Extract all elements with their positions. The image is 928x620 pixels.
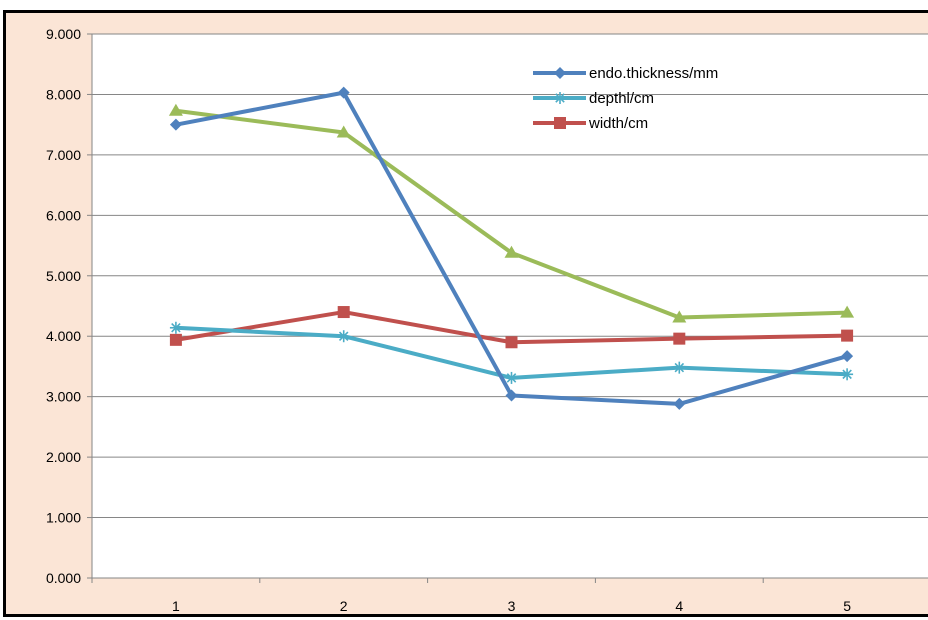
series-3-point: [841, 329, 854, 342]
legend-marker: [554, 92, 566, 104]
series-4-point: [504, 245, 519, 258]
series-4-point: [168, 103, 183, 116]
series-1-point: [505, 389, 518, 402]
line-chart: 0.000 1.000 2.000 3.000 4.000 5.000 6.000 7.000…: [46, 26, 928, 614]
y-tick-label: 2.000: [46, 449, 81, 465]
chart-frame: 0.000 1.000 2.000 3.000 4.000 5.000 6.000 7.000…: [3, 10, 928, 617]
legend-label: width/cm: [588, 115, 648, 132]
series-3-point: [169, 333, 182, 346]
series-1-point: [673, 397, 686, 410]
legend-label: endo.thickness/mm: [589, 65, 718, 82]
x-tick-label: 1: [172, 598, 180, 614]
series-2-point: [673, 361, 686, 374]
plot-area: [92, 34, 928, 578]
series-2-point: [337, 330, 350, 343]
series-2-point: [169, 321, 182, 334]
y-tick-label: 4.000: [46, 328, 81, 344]
legend-label: depthl/cm: [589, 90, 654, 107]
series-1-point: [841, 350, 854, 363]
series-3-point: [337, 306, 350, 319]
y-tick-label: 1.000: [46, 510, 81, 526]
legend-marker: [554, 67, 566, 79]
x-tick-label: 5: [843, 598, 851, 614]
y-tick-label: 8.000: [46, 86, 81, 102]
series-4-point: [672, 310, 687, 323]
x-tick-label: 4: [675, 598, 683, 614]
legend-marker: [554, 117, 566, 129]
series-2-point: [841, 368, 854, 381]
series-4-point: [840, 305, 855, 318]
series-4-point: [336, 125, 351, 138]
y-tick-label: 6.000: [46, 207, 81, 223]
series-3-point: [673, 332, 686, 345]
y-tick-label: 3.000: [46, 389, 81, 405]
series-1-point: [337, 86, 350, 99]
series-2-point: [505, 371, 518, 384]
y-tick-label: 9.000: [46, 26, 81, 42]
y-tick-label: 7.000: [46, 147, 81, 163]
x-tick-label: 2: [340, 598, 348, 614]
series-3-point: [505, 336, 518, 349]
y-tick-label: 0.000: [46, 570, 81, 586]
x-tick-label: 3: [508, 598, 516, 614]
y-tick-label: 5.000: [46, 268, 81, 284]
series-1-point: [169, 118, 182, 131]
